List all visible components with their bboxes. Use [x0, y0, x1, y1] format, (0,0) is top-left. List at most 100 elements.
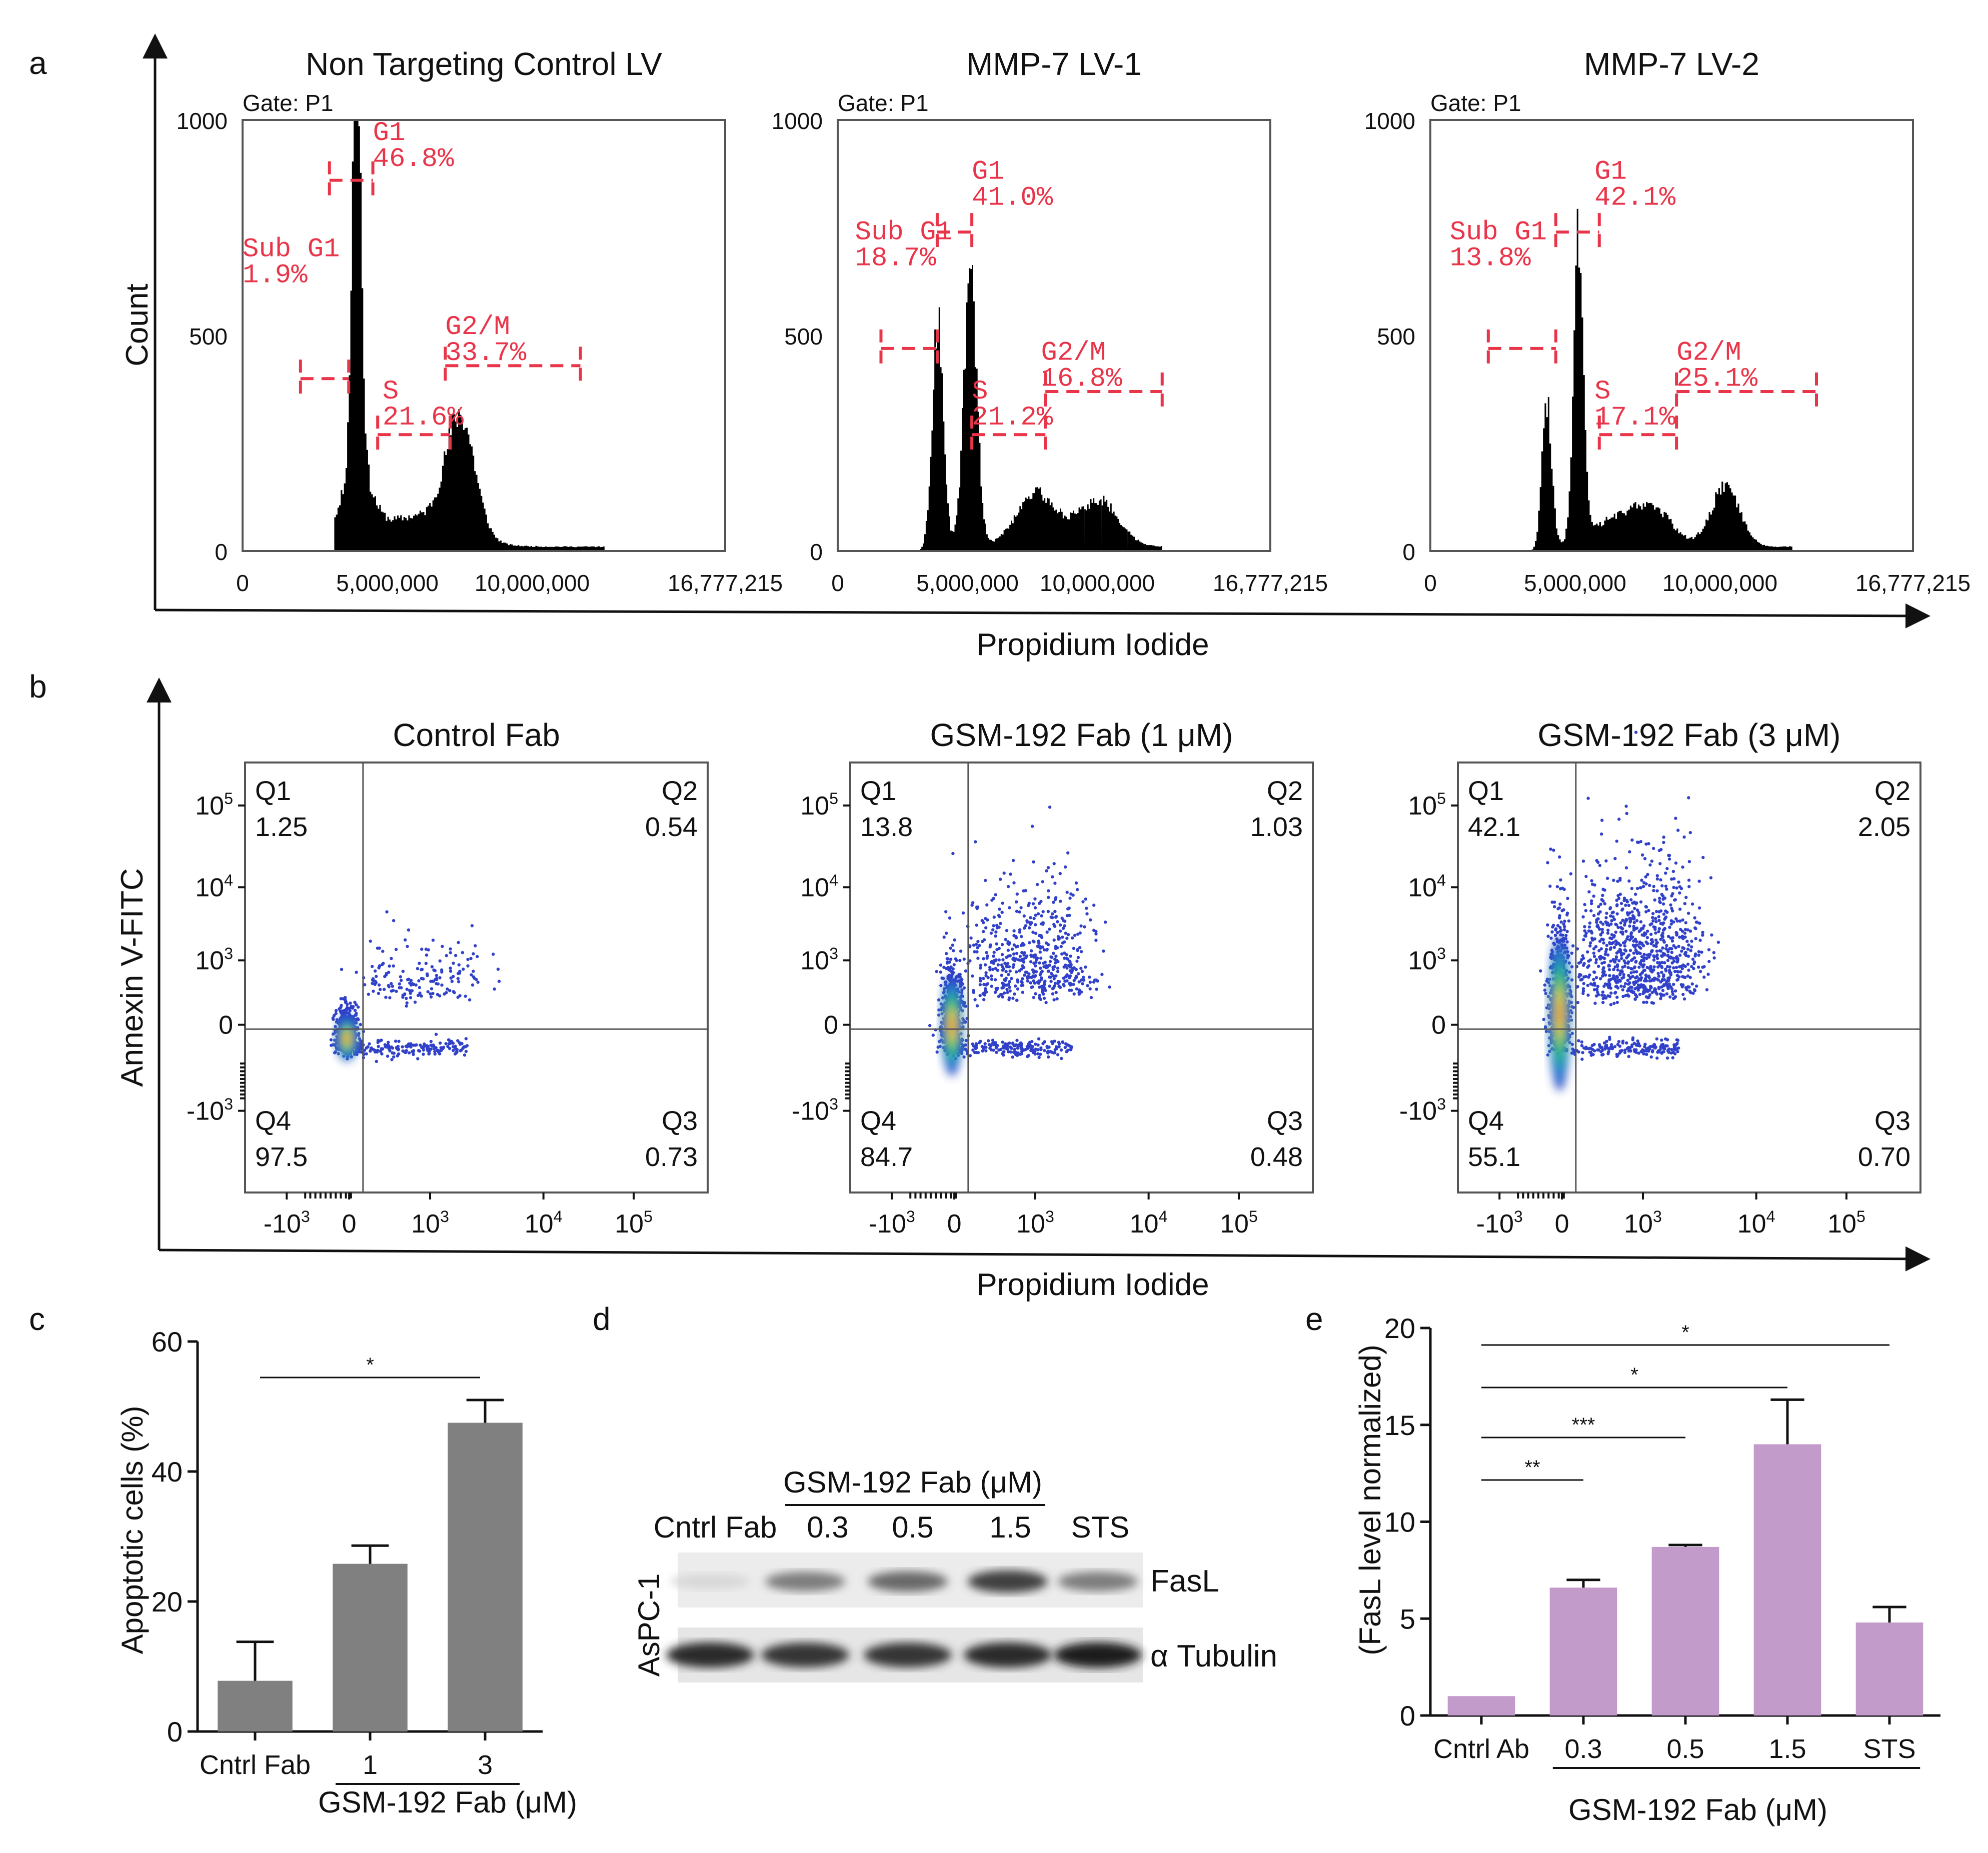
- event-dot: [1624, 930, 1628, 933]
- event-dot: [1687, 860, 1691, 864]
- flow-events: [928, 806, 1111, 1060]
- event-dot: [1559, 920, 1563, 924]
- event-dot: [1006, 948, 1010, 952]
- x-tick-label: 10,000,000: [475, 570, 590, 596]
- event-dot: [1588, 1046, 1592, 1050]
- event-dot: [948, 960, 951, 964]
- y-tick-label: 5: [1400, 1603, 1415, 1634]
- event-dot: [991, 928, 995, 932]
- event-dot: [931, 1034, 935, 1037]
- gate-marker-g1: [1554, 213, 1601, 252]
- event-dot: [1655, 1037, 1659, 1040]
- panel-letter-d: d: [593, 1301, 611, 1337]
- event-dot: [1049, 972, 1053, 976]
- event-dot: [1576, 985, 1579, 988]
- gate-marker-g1: [328, 161, 375, 200]
- event-dot: [432, 968, 436, 972]
- event-dot: [1669, 971, 1672, 974]
- event-dot: [1622, 976, 1625, 979]
- density-core: [941, 976, 963, 1076]
- event-dot: [1601, 990, 1605, 994]
- event-dot: [1040, 914, 1043, 918]
- event-dot: [1687, 796, 1690, 800]
- bar-0: [218, 1680, 293, 1732]
- event-dot: [1640, 955, 1644, 958]
- event-dot: [1081, 900, 1085, 904]
- y-tick-label: 104: [1408, 872, 1446, 902]
- event-dot: [1662, 974, 1665, 978]
- event-dot: [464, 1050, 468, 1053]
- event-dot: [1071, 936, 1074, 940]
- event-dot: [1056, 920, 1059, 924]
- event-dot: [1022, 953, 1026, 957]
- event-dot: [1652, 978, 1656, 982]
- event-dot: [1687, 878, 1691, 882]
- event-dot: [1635, 975, 1639, 978]
- event-dot: [1581, 1051, 1584, 1054]
- event-dot: [1075, 960, 1079, 963]
- event-dot: [1569, 872, 1573, 876]
- event-dot: [1649, 964, 1652, 968]
- event-dot: [1606, 932, 1610, 935]
- event-dot: [959, 980, 963, 984]
- event-dot: [1604, 859, 1608, 863]
- event-dot: [1552, 924, 1555, 927]
- event-dot: [1662, 840, 1665, 844]
- significance-marker-0: *: [366, 1354, 374, 1376]
- event-dot: [474, 944, 477, 948]
- event-dot: [1570, 1042, 1574, 1046]
- event-dot: [1682, 835, 1686, 839]
- event-dot: [1613, 1045, 1617, 1048]
- event-dot: [1589, 909, 1593, 912]
- event-dot: [471, 983, 475, 987]
- event-dot: [1634, 730, 1638, 734]
- event-dot: [375, 1050, 379, 1054]
- event-dot: [1000, 910, 1004, 914]
- event-dot: [1057, 1040, 1061, 1044]
- event-dot: [1010, 976, 1013, 980]
- x-tick-label: 1.5: [1768, 1734, 1806, 1764]
- event-dot: [939, 984, 943, 988]
- event-dot: [1657, 930, 1660, 934]
- event-dot: [1025, 1044, 1029, 1048]
- event-dot: [1592, 914, 1596, 918]
- event-dot: [1666, 965, 1669, 968]
- event-dot: [457, 980, 461, 984]
- x-tick-label: 10,000,000: [1662, 570, 1777, 596]
- x-tick-label: 103: [1624, 1208, 1662, 1238]
- event-dot: [1626, 954, 1629, 958]
- event-dot: [984, 1049, 988, 1052]
- event-dot: [332, 1014, 336, 1018]
- event-dot: [1693, 916, 1696, 920]
- event-dot: [1563, 920, 1566, 923]
- event-dot: [469, 956, 473, 960]
- event-dot: [1654, 931, 1657, 935]
- event-dot: [332, 1018, 335, 1021]
- event-dot: [1558, 902, 1562, 906]
- y-tick-label: 103: [195, 944, 233, 976]
- event-dot: [1642, 881, 1646, 884]
- event-dot: [1658, 896, 1661, 900]
- event-dot: [1069, 983, 1072, 987]
- event-dot: [1088, 980, 1092, 984]
- event-dot: [1559, 933, 1562, 936]
- panel-letter-e: e: [1305, 1301, 1323, 1337]
- event-dot: [1046, 966, 1049, 969]
- event-dot: [1671, 892, 1674, 896]
- event-dot: [1603, 902, 1607, 906]
- event-dot: [1586, 796, 1590, 800]
- event-dot: [1640, 1050, 1644, 1054]
- gate-marker-g2-m: [1675, 372, 1818, 411]
- event-dot: [1596, 860, 1600, 864]
- y-tick-label: 0: [1431, 1011, 1446, 1040]
- error-bar-1: [1566, 1578, 1600, 1588]
- event-dot: [1628, 976, 1632, 980]
- event-dot: [1028, 941, 1031, 944]
- event-dot: [1612, 934, 1616, 938]
- event-dot: [1558, 930, 1562, 933]
- event-dot: [976, 956, 980, 960]
- event-dot: [390, 1046, 393, 1049]
- event-dot: [1642, 944, 1645, 948]
- event-dot: [1676, 978, 1680, 982]
- event-dot: [413, 1000, 417, 1004]
